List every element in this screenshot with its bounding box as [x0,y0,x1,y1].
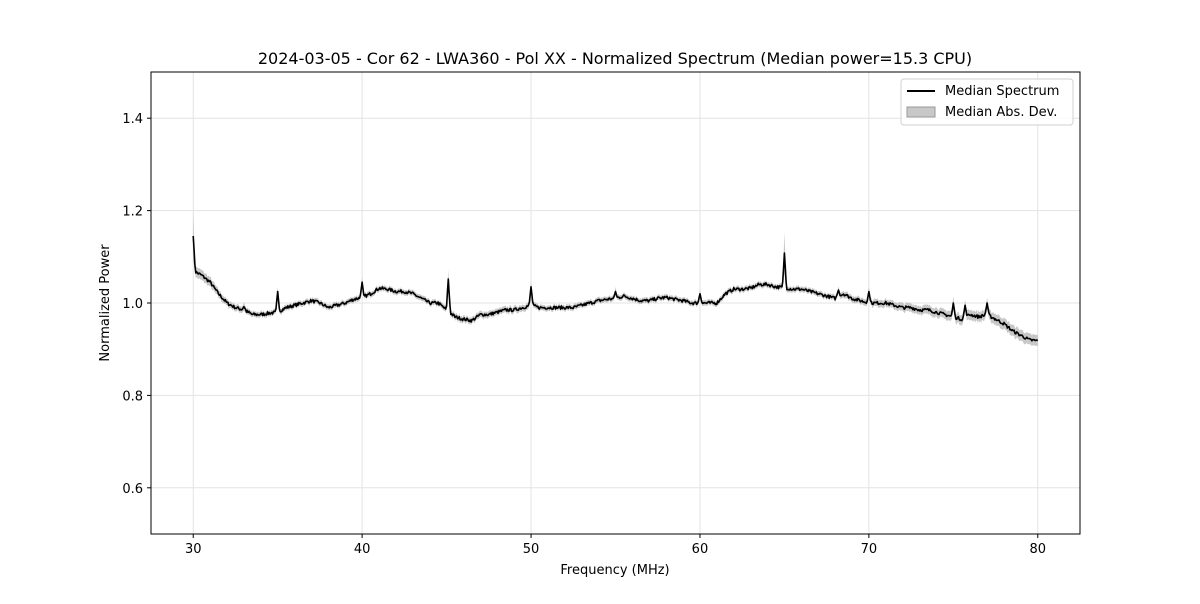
x-tick-label: 40 [354,542,371,557]
y-axis-label: Normalized Power [98,244,113,362]
ticks: 30 40 50 60 70 80 0.6 0.8 1.0 1.2 1.4 [122,112,1046,557]
legend: Median Spectrum Median Abs. Dev. [900,78,1074,126]
legend-label-median: Median Spectrum [945,84,1059,99]
legend-label-mad: Median Abs. Dev. [945,105,1057,120]
y-tick-label: 1.4 [122,112,143,127]
legend-box [900,78,1074,126]
y-tick-label: 0.8 [122,389,143,404]
plot-area [192,210,1039,347]
legend-band-swatch [906,106,936,118]
y-tick-label: 0.6 [122,482,143,497]
x-axis-label: Frequency (MHz) [560,563,669,578]
grid [151,72,1080,534]
y-tick-label: 1.0 [122,297,143,312]
x-tick-label: 60 [692,542,709,557]
x-tick-label: 80 [1029,542,1046,557]
chart-title: 2024-03-05 - Cor 62 - LWA360 - Pol XX - … [258,49,972,68]
x-tick-label: 70 [861,542,878,557]
y-tick-label: 1.2 [122,205,143,220]
mad-band [193,210,1038,347]
x-tick-label: 50 [523,542,540,557]
median-spectrum-line [192,235,1039,342]
x-tick-label: 30 [185,542,202,557]
